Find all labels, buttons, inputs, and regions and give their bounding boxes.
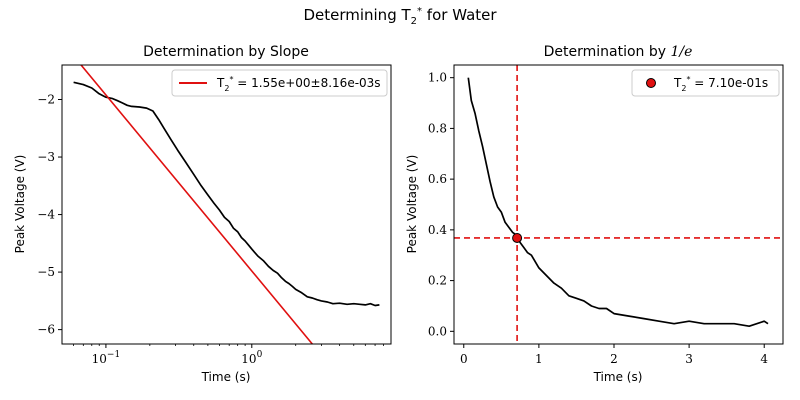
y-tick-label: −3 [37, 150, 55, 164]
slope-panel-title: Determination by Slope [143, 44, 309, 60]
x-tick-label: 1 [535, 352, 543, 366]
plot-area [73, 65, 380, 344]
y-tick-label: 1.0 [428, 71, 447, 85]
crossing-point-marker [512, 232, 523, 243]
inverse-e-legend: T2* = 7.10e-01s [631, 69, 780, 97]
x-tick-label: 3 [685, 352, 693, 366]
x-tick-label: 4 [760, 352, 768, 366]
slope-legend-label: T2* = 1.55e+00±8.16e-03s [216, 75, 381, 93]
y-tick-label: 0.0 [428, 324, 447, 338]
inverse-e-plot-frame [453, 64, 784, 345]
inverse-e-panel-title: Determination by 1/e [544, 44, 693, 60]
slope-panel: Determination by Slope −6 −5 −4 −3 −2 10−1 100… [13, 44, 392, 384]
slope-x-axis-label: Time (s) [201, 370, 251, 384]
x-tick-label: 2 [610, 352, 618, 366]
y-tick-label: −4 [37, 208, 55, 222]
y-tick-label: −2 [37, 93, 55, 107]
slope-plot-frame [61, 64, 392, 345]
slope-legend-box [171, 69, 388, 97]
inverse-e-x-axis-label: Time (s) [593, 370, 643, 384]
plot-area [454, 65, 783, 344]
inverse-e-legend-marker [646, 78, 656, 88]
fit-line [80, 65, 313, 344]
slope-legend: T2* = 1.55e+00±8.16e-03s [171, 69, 388, 97]
figure-title: Determining T2* for Water [303, 6, 497, 27]
y-tick-label: −5 [37, 265, 55, 279]
data-line [467, 77, 769, 328]
inverse-e-panel: Determination by 1/e 0.0 0.2 0.4 0.6 0.8 1.0 0… [405, 44, 784, 384]
x-tick-label: 0 [460, 352, 468, 366]
y-tick-label: −6 [37, 323, 55, 337]
y-tick-label: 0.2 [428, 274, 447, 288]
slope-y-axis-label: Peak Voltage (V) [13, 155, 27, 254]
inverse-e-legend-label: T2* = 7.10e-01s [673, 75, 768, 93]
x-tick-label: 10−1 [92, 350, 121, 366]
inverse-e-y-axis-label: Peak Voltage (V) [405, 155, 419, 254]
inverse-e-legend-box [631, 69, 780, 97]
y-tick-label: 0.6 [428, 172, 447, 186]
x-tick-label: 100 [241, 350, 262, 366]
data-line [73, 81, 380, 307]
y-tick-label: 0.8 [428, 121, 447, 135]
y-tick-label: 0.4 [428, 223, 447, 237]
